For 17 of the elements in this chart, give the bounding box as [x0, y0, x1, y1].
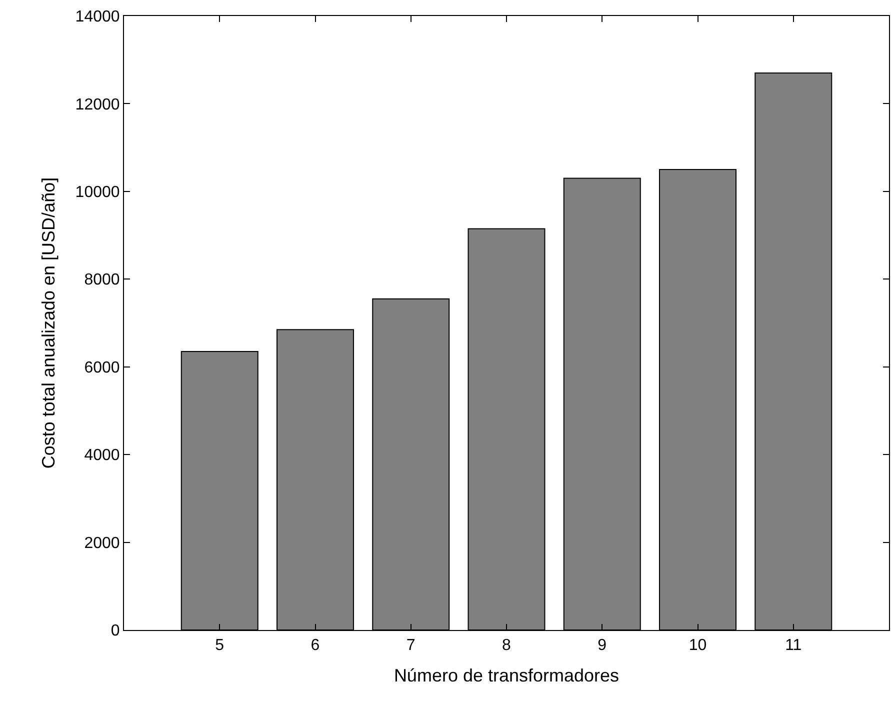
y-tick-label: 6000 — [84, 359, 120, 376]
x-tick-label: 6 — [310, 637, 320, 654]
y-tick-label: 12000 — [75, 96, 120, 114]
y-tick-label: 4000 — [84, 447, 120, 464]
x-axis-title: Número de transformadores — [394, 665, 620, 686]
x-tick-label: 7 — [406, 637, 416, 654]
x-tick-label: 11 — [785, 637, 802, 654]
x-tick-label: 5 — [215, 637, 224, 654]
y-tick-label: 8000 — [84, 272, 120, 289]
x-tick-label: 10 — [688, 637, 707, 654]
y-axis-title: Costo total anualizado en [USD/año] — [38, 177, 58, 469]
y-tick-label: 14000 — [75, 8, 120, 26]
y-tick-label: 0 — [110, 622, 120, 640]
y-tick-label: 2000 — [84, 534, 120, 552]
x-tick-label: 8 — [502, 637, 512, 654]
x-tick-label: 9 — [598, 637, 607, 654]
y-tick-label: 10000 — [75, 184, 120, 202]
